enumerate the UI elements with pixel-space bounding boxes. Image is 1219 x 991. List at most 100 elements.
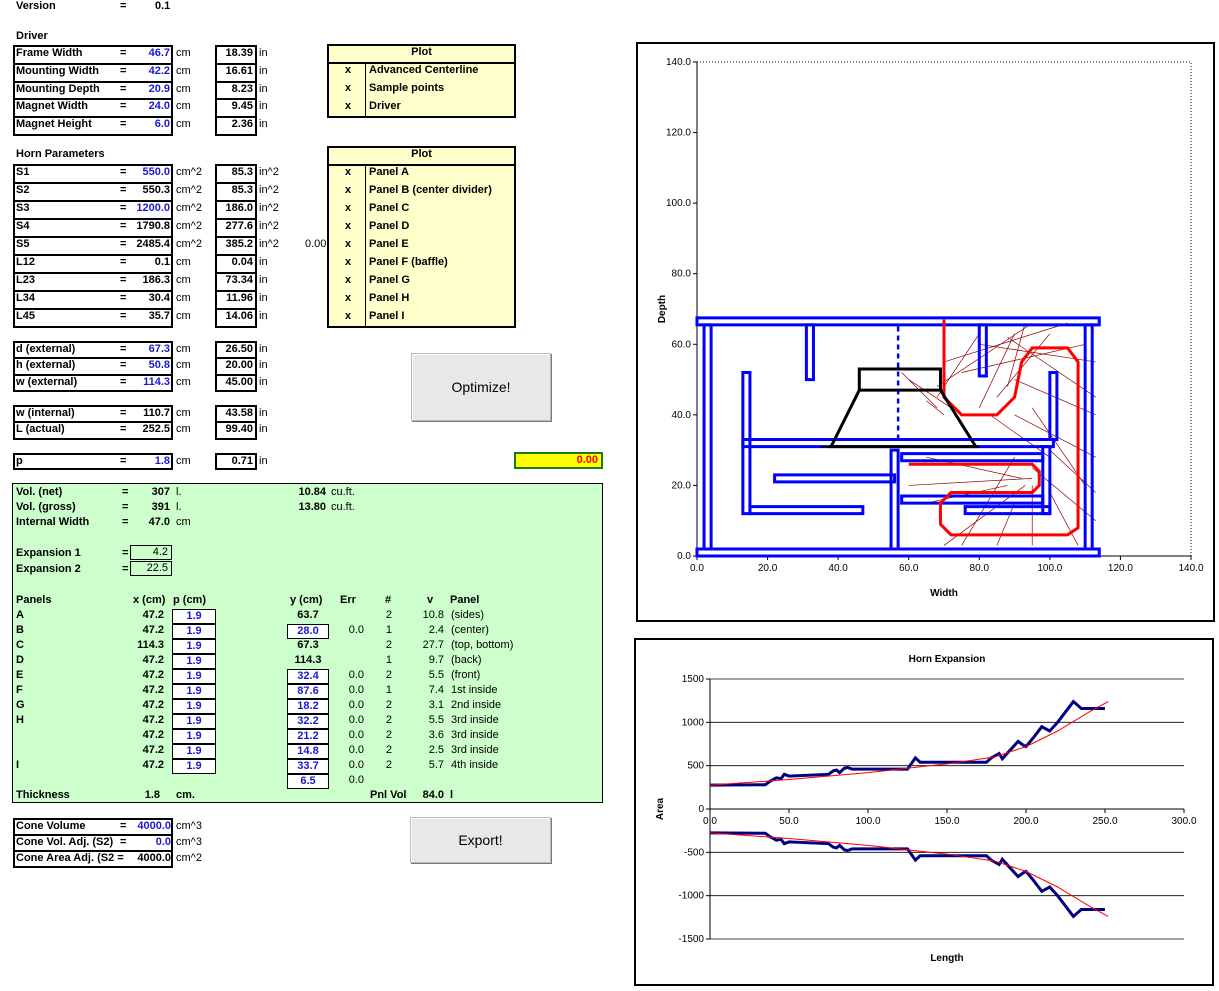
y-tick-label: 60.0 — [672, 339, 692, 350]
panel-p-input[interactable]: 1.9 — [172, 729, 216, 744]
panel-p-input[interactable]: 1.9 — [172, 624, 216, 639]
plot-toggle[interactable]: x — [344, 292, 352, 304]
plot-item-label: Panel F (baffle) — [369, 256, 448, 268]
row-value[interactable]: 30.4 — [148, 292, 170, 304]
row-divider — [13, 421, 173, 424]
row-divider — [215, 421, 257, 424]
expansion1-input[interactable]: 4.2 — [130, 545, 172, 560]
row-value[interactable]: 1200.0 — [136, 202, 170, 214]
plot-toggle[interactable]: x — [344, 202, 352, 214]
row-divider — [13, 182, 173, 184]
panel-v: 9.7 — [428, 654, 444, 666]
optimize-button[interactable]: Optimize! — [411, 353, 551, 421]
plot-toggle[interactable]: x — [344, 166, 352, 178]
cone-value[interactable]: 4000.0 — [137, 852, 171, 864]
plot-item-label: Sample points — [369, 82, 445, 94]
row-divider — [215, 218, 257, 220]
panel-p-input[interactable]: 1.9 — [172, 714, 216, 729]
row-value[interactable]: 0.1 — [154, 256, 170, 268]
sample-line — [1007, 336, 1096, 398]
row-value[interactable]: 550.3 — [142, 184, 170, 196]
row-value[interactable]: 114.3 — [143, 375, 170, 388]
export-button[interactable]: Export! — [410, 817, 551, 863]
plot-toggle[interactable]: x — [344, 238, 352, 250]
row-value[interactable]: 24.0 — [148, 100, 170, 113]
panel-p-input[interactable]: 1.9 — [172, 654, 216, 669]
driver-title: Driver — [16, 30, 48, 42]
expansion2-input[interactable]: 22.5 — [130, 561, 172, 576]
vol-net-value: 307 — [151, 486, 170, 498]
plot-toggle[interactable]: x — [344, 100, 352, 112]
row-conv: 18.39 — [225, 47, 253, 59]
panel-divider-top — [804, 323, 815, 382]
label-column-box — [13, 164, 173, 328]
plot-col-divider — [365, 164, 366, 326]
row-value[interactable]: 186.3 — [142, 274, 170, 286]
row-value[interactable]: 46.7 — [148, 47, 170, 59]
y-tick-label: 100.0 — [666, 198, 691, 209]
row-eq: = — [120, 64, 127, 77]
panel-y-input[interactable]: 18.2 — [287, 699, 329, 714]
row-unit: cm — [176, 82, 191, 95]
extra-y-input[interactable]: 6.5 — [287, 774, 329, 789]
panel-y-input[interactable]: 32.4 — [287, 669, 329, 684]
row-value[interactable]: 2485.4 — [136, 238, 170, 250]
row-value[interactable]: 67.3 — [148, 343, 170, 355]
plot-toggle[interactable]: x — [344, 310, 352, 322]
cone-value[interactable]: 4000.0 — [137, 820, 171, 832]
row-eq: = — [120, 47, 127, 59]
panel-p-input[interactable]: 1.9 — [172, 759, 216, 774]
panel-y-input[interactable]: 28.0 — [287, 624, 329, 639]
sample-line — [926, 485, 1008, 504]
conv-column-box — [215, 164, 257, 328]
panel-p-input[interactable]: 1.9 — [172, 744, 216, 759]
plot-toggle[interactable]: x — [344, 82, 352, 94]
plot-toggle[interactable]: x — [344, 220, 352, 232]
panel-p-input[interactable]: 1.9 — [172, 639, 216, 654]
panel-y-input[interactable]: 14.8 — [287, 744, 329, 759]
plot-toggle[interactable]: x — [344, 256, 352, 268]
plot-toggle[interactable]: x — [344, 64, 352, 76]
row-eq: = — [120, 118, 127, 131]
row-conv: 85.3 — [231, 184, 253, 196]
row-value[interactable]: 20.9 — [148, 82, 170, 95]
y-axis-label: Area — [655, 797, 666, 820]
panel-y-input[interactable]: 87.6 — [287, 684, 329, 699]
plot-toggle[interactable]: x — [344, 184, 352, 196]
panel-p-input[interactable]: 1.9 — [172, 609, 216, 624]
row-value[interactable]: 550.0 — [142, 166, 170, 178]
cone-unit: cm^3 — [176, 820, 202, 832]
panel-name: I — [16, 759, 20, 771]
p-value[interactable]: 1.8 — [154, 455, 170, 467]
panel-desc: (sides) — [451, 609, 485, 621]
row-eq: = — [120, 310, 127, 322]
row-value[interactable]: 42.2 — [148, 64, 170, 77]
panel-p-input[interactable]: 1.9 — [172, 669, 216, 684]
y-tick-label: 500 — [687, 761, 704, 772]
panel-y-input[interactable]: 21.2 — [287, 729, 329, 744]
row-value[interactable]: 50.8 — [148, 359, 170, 372]
sample-line — [1007, 323, 1026, 387]
panel-p-input[interactable]: 1.9 — [172, 699, 216, 714]
row-value[interactable]: 6.0 — [154, 118, 170, 131]
row-divider — [13, 357, 173, 360]
panel-p-input[interactable]: 1.9 — [172, 684, 216, 699]
panel-y-input[interactable]: 32.2 — [287, 714, 329, 729]
row-divider — [215, 308, 257, 310]
cone-value[interactable]: 0.0 — [155, 836, 171, 848]
panel-err: 0.0 — [348, 684, 364, 696]
panel-name: C — [16, 639, 24, 651]
plot-item-label: Panel B (center divider) — [369, 184, 492, 196]
result-cell[interactable]: 0.00 — [514, 452, 603, 469]
row-value[interactable]: 252.5 — [142, 423, 170, 436]
row-unit: cm — [176, 359, 191, 372]
plot-item-label: Panel G — [369, 274, 410, 286]
y-tick-label: 1500 — [682, 674, 705, 685]
plot-toggle[interactable]: x — [344, 274, 352, 286]
panel-y: 114.3 — [294, 654, 322, 666]
row-value[interactable]: 35.7 — [148, 310, 170, 322]
row-conv-unit: in — [259, 82, 268, 95]
row-value[interactable]: 110.7 — [143, 407, 170, 419]
panel-y-input[interactable]: 33.7 — [287, 759, 329, 774]
row-value[interactable]: 1790.8 — [136, 220, 170, 232]
